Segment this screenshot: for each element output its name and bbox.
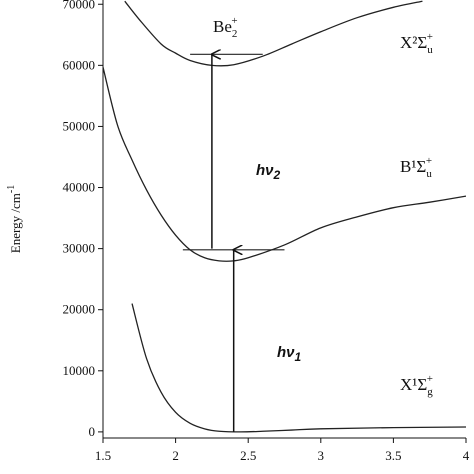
annotation-sup: +	[231, 15, 237, 27]
y-tick-label: 40000	[63, 180, 96, 195]
potential-curve	[131, 303, 466, 433]
potential-curve	[124, 0, 423, 67]
y-label-sup: -1	[6, 185, 17, 193]
annotation-sub: g	[427, 386, 433, 398]
annotation-sup: +	[426, 155, 432, 167]
annotation-sub: u	[426, 168, 432, 180]
x-tick-label: 1.5	[95, 448, 111, 463]
annotation-sub: 1	[295, 350, 302, 364]
annotation: X¹Σg+	[400, 373, 433, 398]
annotation-text: B¹Σ	[400, 157, 426, 176]
annotation: Be2+	[213, 15, 238, 40]
y-tick-label: 10000	[63, 363, 96, 378]
annotation: hν2	[256, 162, 281, 182]
annotation: hν1	[277, 344, 302, 364]
y-label-text: Energy /cm	[8, 193, 23, 253]
annotation: B¹Σu+	[400, 155, 432, 180]
y-tick-label: 70000	[63, 0, 96, 11]
annotation-text: hν	[256, 162, 274, 179]
annotation-text: hν	[277, 344, 295, 361]
annotation-text: Be	[213, 17, 232, 36]
y-axis-label: Energy /cm-1	[6, 185, 23, 253]
potential-curve	[103, 67, 466, 262]
annotation-sup: +	[427, 31, 433, 43]
y-tick-label: 20000	[63, 302, 96, 317]
x-tick-label: 4	[463, 448, 470, 463]
annotation-sup: +	[427, 373, 433, 385]
x-tick-label: 2.5	[240, 448, 256, 463]
x-tick-label: 2	[172, 448, 179, 463]
annotation-sub: 2	[232, 28, 238, 40]
y-tick-label: 60000	[63, 57, 96, 72]
y-tick-label: 50000	[63, 118, 96, 133]
annotation: X²Σu+	[400, 31, 433, 56]
annotation-sub: 2	[273, 168, 281, 182]
annotation-text: X²Σ	[400, 33, 427, 52]
x-tick-label: 3	[318, 448, 325, 463]
annotation-text: X¹Σ	[400, 375, 427, 394]
y-tick-label: 0	[89, 424, 96, 439]
annotation-sub: u	[427, 44, 433, 56]
plot-area	[103, 0, 466, 433]
x-tick-label: 3.5	[385, 448, 401, 463]
y-tick-label: 30000	[63, 241, 96, 256]
